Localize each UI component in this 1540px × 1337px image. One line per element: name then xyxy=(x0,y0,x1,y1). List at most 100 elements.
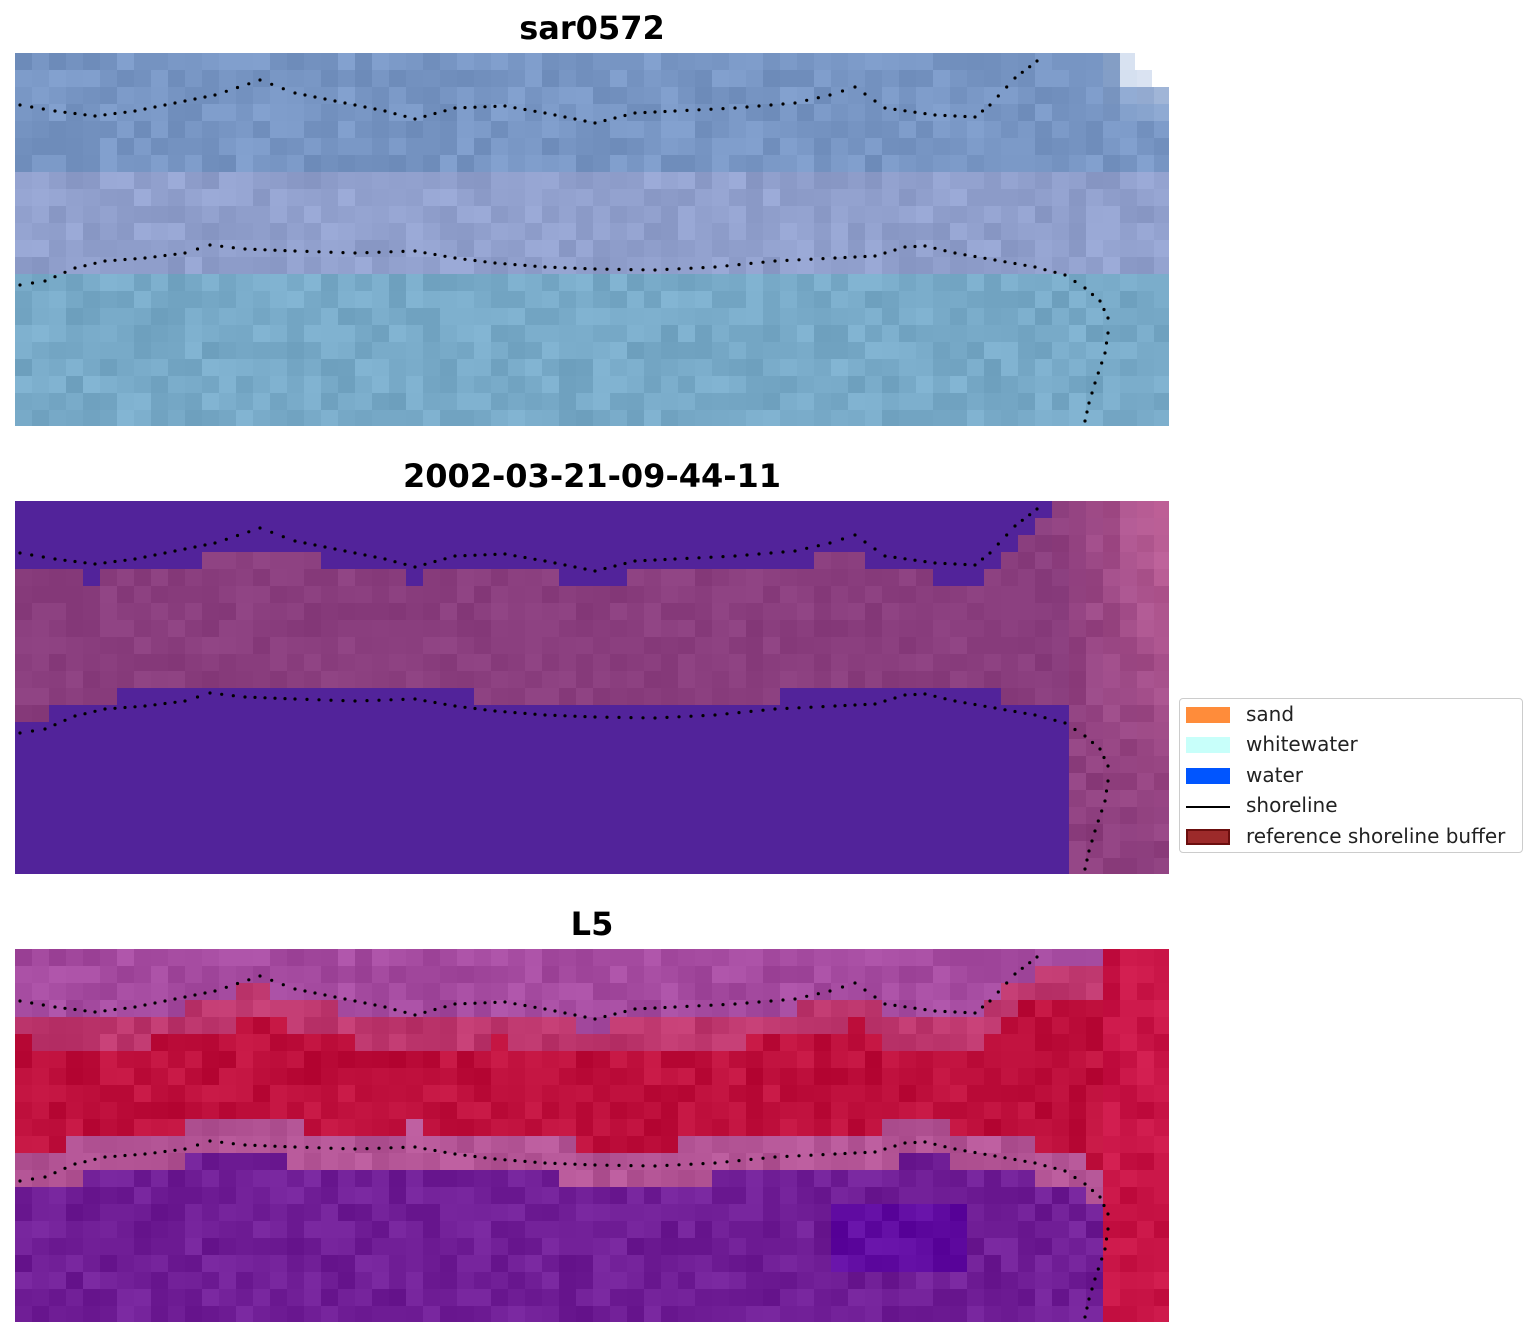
index-pixel xyxy=(644,1170,662,1188)
rgb-pixel xyxy=(678,393,696,411)
index-pixel xyxy=(372,1187,390,1205)
index-pixel xyxy=(185,1306,203,1322)
rgb-pixel xyxy=(525,155,543,173)
class-pixel xyxy=(848,705,866,723)
rgb-pixel xyxy=(984,308,1002,326)
rgb-pixel xyxy=(151,325,169,343)
index-pixel xyxy=(1154,966,1169,984)
rgb-pixel xyxy=(644,155,662,173)
rgb-lower-shoreline-dot xyxy=(797,258,801,262)
class-pixel xyxy=(576,654,594,672)
rgb-pixel xyxy=(1052,53,1070,71)
class-pixel xyxy=(406,654,424,672)
class-pixel xyxy=(593,824,611,842)
class-upper-shoreline-dot xyxy=(403,562,407,566)
index-pixel xyxy=(1154,1221,1169,1239)
class-pixel xyxy=(950,858,968,874)
class-pixel xyxy=(780,620,798,638)
rgb-pixel xyxy=(695,121,713,139)
rgb-pixel xyxy=(933,70,951,88)
index-pixel xyxy=(321,966,339,984)
class-pixel xyxy=(389,722,407,740)
class-pixel xyxy=(270,569,288,587)
rgb-pixel xyxy=(491,70,509,88)
class-pixel xyxy=(780,552,798,570)
rgb-pixel xyxy=(797,359,815,377)
rgb-pixel xyxy=(423,87,441,105)
rgb-pixel xyxy=(746,87,764,105)
index-pixel xyxy=(525,1187,543,1205)
index-pixel xyxy=(576,1085,594,1103)
class-pixel xyxy=(100,569,118,587)
class-pixel xyxy=(1086,620,1104,638)
rgb-pixel xyxy=(270,155,288,173)
class-pixel xyxy=(899,535,917,553)
class-pixel xyxy=(372,637,390,655)
class-lower-shoreline-dot xyxy=(725,712,729,716)
class-pixel xyxy=(49,722,67,740)
index-pixel xyxy=(508,1102,526,1120)
index-pixel xyxy=(542,1272,560,1290)
index-pixel xyxy=(389,983,407,1001)
class-lower-shoreline-dot xyxy=(1093,829,1097,833)
class-pixel xyxy=(644,586,662,604)
class-pixel xyxy=(151,637,169,655)
class-pixel xyxy=(372,841,390,859)
rgb-pixel xyxy=(1001,155,1019,173)
index-pixel xyxy=(66,949,84,967)
index-pixel xyxy=(763,1306,781,1322)
rgb-pixel xyxy=(304,308,322,326)
rgb-pixel xyxy=(899,155,917,173)
index-pixel xyxy=(576,1119,594,1137)
index-pixel xyxy=(1052,1136,1070,1154)
rgb-pixel xyxy=(457,206,475,224)
rgb-pixel xyxy=(457,223,475,241)
class-pixel xyxy=(372,807,390,825)
rgb-pixel xyxy=(219,274,237,292)
class-pixel xyxy=(253,773,271,791)
rgb-pixel xyxy=(831,189,849,207)
class-pixel xyxy=(848,535,866,553)
class-pixel xyxy=(712,603,730,621)
rgb-pixel xyxy=(1001,223,1019,241)
rgb-pixel xyxy=(508,274,526,292)
class-pixel xyxy=(678,620,696,638)
class-pixel xyxy=(185,807,203,825)
index-pixel xyxy=(661,1272,679,1290)
class-pixel xyxy=(270,722,288,740)
class-lower-shoreline-dot xyxy=(305,697,309,701)
class-lower-shoreline-dot xyxy=(713,713,717,717)
class-pixel xyxy=(1137,535,1155,553)
index-pixel xyxy=(117,1034,135,1052)
class-pixel xyxy=(491,535,509,553)
index-pixel xyxy=(151,1068,169,1086)
class-pixel xyxy=(1154,739,1169,757)
index-pixel xyxy=(32,949,50,967)
rgb-upper-shoreline-dot xyxy=(623,113,627,118)
class-pixel xyxy=(1154,705,1169,723)
class-pixel xyxy=(15,722,33,740)
class-upper-shoreline-dot xyxy=(603,566,607,571)
index-pixel xyxy=(576,1272,594,1290)
class-pixel xyxy=(491,586,509,604)
rgb-pixel xyxy=(814,206,832,224)
index-pixel xyxy=(491,949,509,967)
panel-title-classified: 2002-03-21-09-44-11 xyxy=(402,457,782,495)
class-pixel xyxy=(542,620,560,638)
class-pixel xyxy=(780,841,798,859)
rgb-pixel xyxy=(1086,410,1104,426)
index-pixel xyxy=(848,1085,866,1103)
rgb-pixel xyxy=(916,274,934,292)
class-pixel xyxy=(1052,671,1070,689)
class-lower-shoreline-dot xyxy=(231,694,235,698)
index-pixel xyxy=(253,1204,271,1222)
rgb-pixel xyxy=(780,359,798,377)
index-pixel xyxy=(66,1102,84,1120)
index-pixel xyxy=(32,1034,50,1052)
index-pixel xyxy=(593,1017,611,1035)
rgb-pixel xyxy=(49,342,67,360)
index-pixel xyxy=(1001,966,1019,984)
class-lower-shoreline-dot xyxy=(123,705,127,710)
index-pixel xyxy=(151,1289,169,1307)
class-pixel xyxy=(1154,569,1169,587)
